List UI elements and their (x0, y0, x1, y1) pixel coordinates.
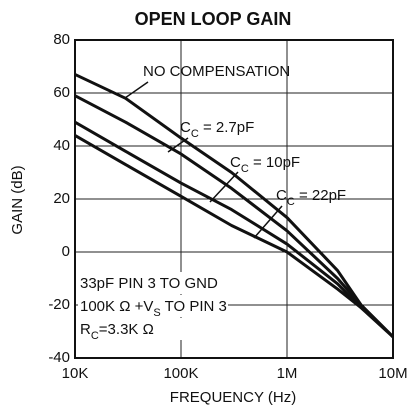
text-part: =3.3K Ω (99, 321, 154, 338)
x-tick-label: 10K (62, 365, 89, 382)
subscript: C (191, 128, 199, 140)
note-background (78, 318, 228, 340)
x-tick-label: 1M (277, 365, 298, 382)
text-part: = 22pF (295, 187, 346, 204)
y-axis-label: GAIN (dB) (9, 165, 26, 234)
note-background (78, 295, 228, 317)
y-tick-label: -40 (48, 349, 70, 366)
y-tick-label: 20 (53, 190, 70, 207)
annotation: CC = 2.7pF (180, 119, 254, 140)
text-part: C (276, 187, 287, 204)
leader-line (124, 81, 149, 99)
y-tick-label: 80 (53, 31, 70, 48)
subscript: C (241, 163, 249, 175)
subscript: C (91, 330, 99, 342)
annotation: RC=3.3K Ω (80, 321, 154, 342)
x-tick-label: 100K (163, 365, 198, 382)
text-part: = 2.7pF (199, 119, 254, 136)
note-box: RC=3.3K Ω (78, 318, 228, 342)
text-part: R (80, 321, 91, 338)
note-box: 100K Ω +VS TO PIN 3 (78, 295, 228, 319)
x-tick-label: 10M (378, 365, 407, 382)
subscript: S (153, 307, 160, 319)
y-tick-label: 0 (62, 243, 70, 260)
note-background (78, 272, 228, 294)
chart-title: OPEN LOOP GAIN (135, 9, 292, 29)
leader-line (209, 171, 239, 203)
text-part: 100K Ω +V (80, 298, 153, 315)
note-box: 33pF PIN 3 TO GND (78, 272, 228, 294)
text-part: NO COMPENSATION (143, 63, 290, 80)
text-part: 33pF PIN 3 TO GND (80, 275, 218, 292)
annotation: 33pF PIN 3 TO GND (80, 275, 218, 292)
annotation: CC = 10pF (230, 154, 300, 175)
series-line (74, 134, 395, 338)
subscript: C (287, 196, 295, 208)
y-tick-label: 40 (53, 137, 70, 154)
leader-line (167, 137, 189, 153)
annotation: 100K Ω +VS TO PIN 3 (80, 298, 227, 319)
annotation: NO COMPENSATION (143, 63, 290, 80)
series-line (74, 94, 395, 338)
text-part: C (230, 154, 241, 171)
x-axis-label: FREQUENCY (Hz) (170, 389, 296, 406)
text-part: C (180, 119, 191, 136)
leader-line (253, 205, 283, 239)
annotation: CC = 22pF (276, 187, 346, 208)
y-tick-label: -20 (48, 296, 70, 313)
plot-frame (74, 39, 394, 359)
text-part: TO PIN 3 (161, 298, 227, 315)
text-part: = 10pF (249, 154, 300, 171)
y-tick-label: 60 (53, 84, 70, 101)
